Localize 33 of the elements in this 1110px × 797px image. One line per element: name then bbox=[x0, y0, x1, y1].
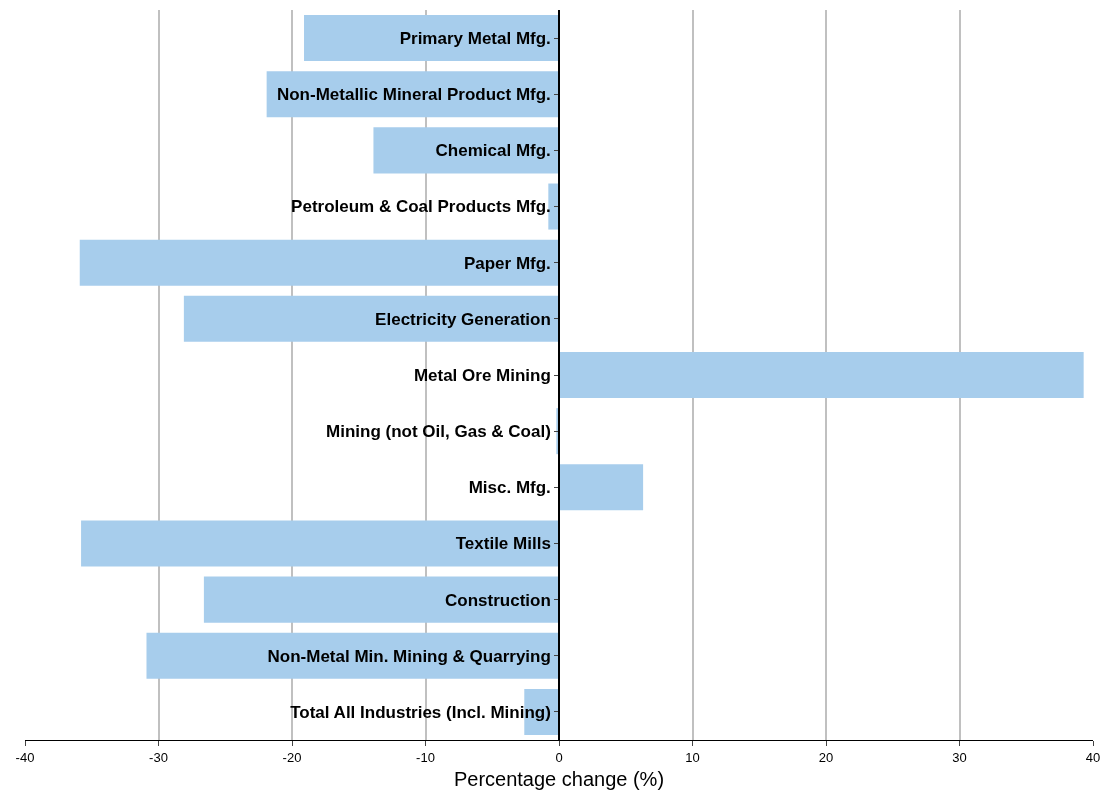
bar bbox=[146, 632, 559, 679]
y-tick-label: Textile Mills bbox=[455, 534, 551, 554]
x-tick-label: 10 bbox=[685, 749, 700, 765]
x-tick-label: -40 bbox=[15, 749, 35, 765]
y-tick-label: Non-Metal Min. Mining & Quarrying bbox=[267, 646, 551, 666]
x-tick-label: -10 bbox=[416, 749, 435, 765]
bar bbox=[203, 576, 559, 623]
y-tick-label: Mining (not Oil, Gas & Coal) bbox=[326, 422, 551, 442]
bar bbox=[559, 351, 1084, 399]
x-axis-title: Percentage change (%) bbox=[453, 768, 665, 791]
x-tick-label: -20 bbox=[282, 749, 302, 765]
y-tick-label: Total All Industries (Incl. Mining) bbox=[290, 702, 551, 722]
y-tick-label: Paper Mfg. bbox=[463, 253, 551, 273]
bar bbox=[373, 127, 559, 174]
y-tick-label: Non-Metallic Mineral Product Mfg. bbox=[276, 85, 551, 105]
bar bbox=[548, 183, 559, 230]
x-tick-label: 20 bbox=[818, 749, 834, 765]
y-tick-label: Petroleum & Coal Products Mfg. bbox=[291, 197, 551, 217]
y-tick-label: Metal Ore Mining bbox=[413, 365, 551, 385]
x-tick-label: 40 bbox=[1085, 749, 1101, 765]
x-tick-label: 0 bbox=[555, 749, 563, 765]
y-tick-label: Chemical Mfg. bbox=[435, 141, 551, 161]
y-tick-label: Primary Metal Mfg. bbox=[399, 29, 551, 49]
bar bbox=[304, 15, 559, 62]
y-tick-label: Construction bbox=[445, 590, 551, 610]
x-tick-label: 30 bbox=[952, 749, 967, 765]
bar bbox=[183, 295, 559, 342]
bar bbox=[79, 239, 559, 286]
bar bbox=[559, 464, 644, 511]
y-tick-label: Electricity Generation bbox=[375, 309, 551, 329]
x-tick-label: -30 bbox=[149, 749, 168, 765]
y-tick-label: Misc. Mfg. bbox=[468, 478, 551, 498]
bar bbox=[81, 520, 559, 567]
